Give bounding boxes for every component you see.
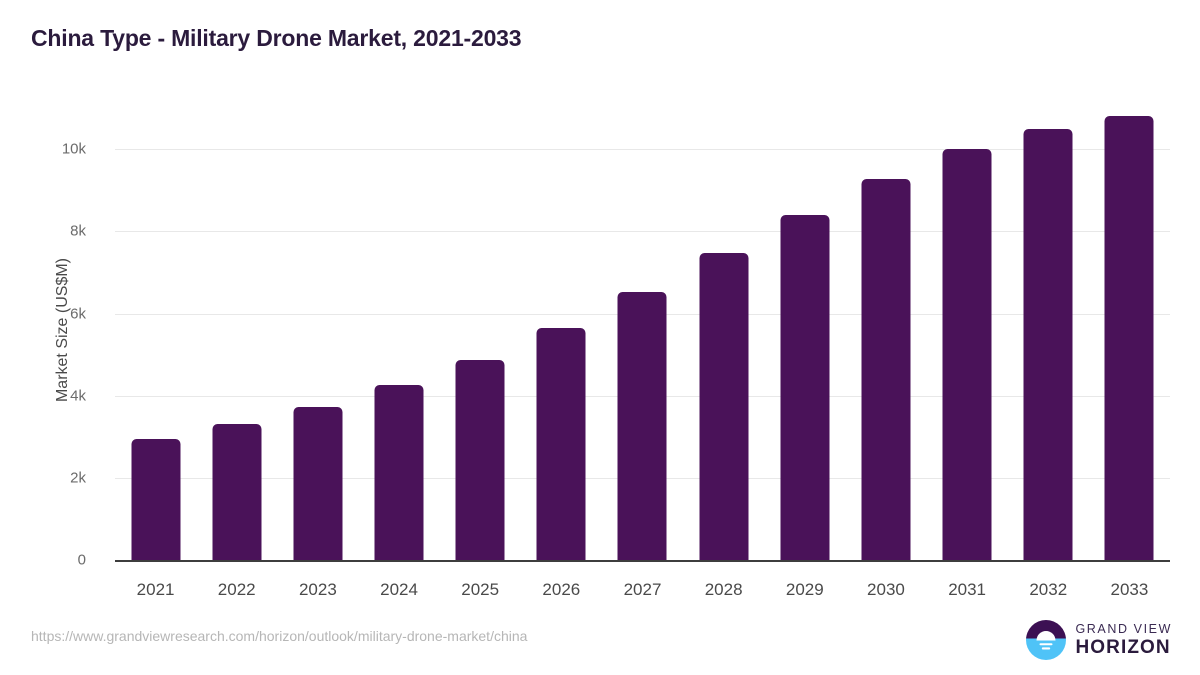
x-axis-tick-label: 2021: [136, 580, 175, 599]
x-axis-tick-label: 2023: [298, 580, 337, 599]
bar[interactable]: [455, 359, 505, 560]
x-axis-line: [115, 560, 1170, 562]
bar[interactable]: [861, 178, 911, 560]
bar[interactable]: [293, 407, 343, 560]
bar-group[interactable]: [683, 100, 764, 560]
y-axis-title: Market Size (US$M): [54, 257, 71, 403]
bar-group[interactable]: [440, 100, 521, 560]
grand-view-horizon-logo[interactable]: GRAND VIEW HORIZON: [1026, 620, 1172, 660]
bar-group[interactable]: [115, 100, 196, 560]
x-axis-tick-label: 2022: [217, 580, 256, 599]
y-axis-tick-label: 0: [77, 551, 86, 569]
bar-group[interactable]: [927, 100, 1008, 560]
x-axis-tick-label: 2032: [1029, 580, 1068, 599]
y-axis-tick-label: 10k: [61, 140, 86, 158]
logo-wordmark: GRAND VIEW HORIZON: [1075, 623, 1172, 658]
bar[interactable]: [942, 149, 992, 560]
gridline: [115, 149, 1170, 151]
x-axis-tick-label: 2033: [1110, 580, 1149, 599]
x-axis-tick-label: 2025: [461, 580, 500, 599]
y-axis-tick-label: 4k: [70, 387, 86, 405]
chart-title: China Type - Military Drone Market, 2021…: [31, 25, 522, 51]
x-axis-tick-label: 2030: [867, 580, 905, 599]
bar[interactable]: [699, 252, 749, 560]
logo-line-horizon: HORIZON: [1075, 637, 1171, 659]
x-axis-tick-label: 2026: [542, 580, 581, 599]
x-axis-tick-label: 2028: [704, 580, 743, 599]
bar-group[interactable]: [602, 100, 683, 560]
x-axis-tick-label: 2029: [785, 580, 824, 599]
bar[interactable]: [617, 292, 667, 560]
bar-group[interactable]: [1089, 100, 1170, 560]
x-axis-tick-label: 2024: [380, 580, 418, 599]
bar-group[interactable]: [1008, 100, 1089, 560]
bar[interactable]: [212, 424, 262, 560]
bar[interactable]: [536, 327, 586, 560]
y-axis-tick-label: 6k: [70, 305, 86, 323]
horizon-circle-icon: [1026, 620, 1067, 660]
source-url[interactable]: https://www.grandviewresearch.com/horizo…: [31, 628, 528, 644]
bar[interactable]: [780, 215, 830, 560]
bar[interactable]: [131, 438, 181, 560]
bar-group[interactable]: [764, 100, 845, 560]
x-axis-tick-label: 2027: [623, 580, 662, 599]
bar-group[interactable]: [845, 100, 926, 560]
bar-group[interactable]: [277, 100, 358, 560]
bar[interactable]: [1023, 128, 1073, 560]
bar-group[interactable]: [358, 100, 439, 560]
bar-group[interactable]: [196, 100, 277, 560]
logo-line-grand-view: GRAND VIEW: [1075, 621, 1172, 636]
y-axis-tick-label: 8k: [70, 222, 86, 240]
y-axis-tick-label: 2k: [70, 469, 86, 487]
bar[interactable]: [374, 384, 424, 560]
gridline: [115, 231, 1170, 233]
bar-group[interactable]: [521, 100, 602, 560]
bar[interactable]: [1104, 115, 1154, 560]
plot-area: 0 2k 4k 6k 8k 10k Market Size (US$M): [54, 100, 1170, 569]
x-axis-tick-label: 2031: [948, 580, 987, 599]
